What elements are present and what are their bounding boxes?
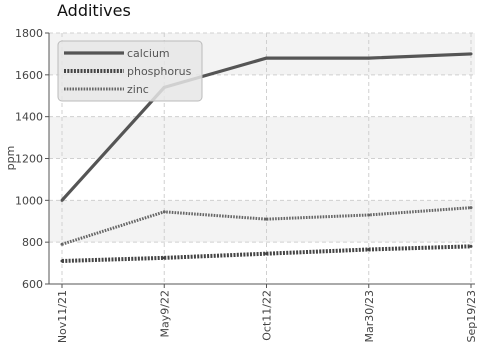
data-point-phosphorus [163, 256, 166, 259]
x-tick-label: Nov11/21 [56, 290, 69, 343]
data-point-calcium [470, 52, 473, 55]
y-tick-label: 1000 [15, 194, 43, 207]
data-point-zinc [163, 210, 166, 213]
data-point-phosphorus [470, 245, 473, 248]
data-point-calcium [265, 57, 268, 60]
data-point-phosphorus [367, 248, 370, 251]
data-point-calcium [61, 199, 64, 202]
x-tick-label: May9/22 [158, 290, 171, 337]
data-point-zinc [470, 206, 473, 209]
y-tick-label: 1200 [15, 153, 43, 166]
plot-band [49, 200, 475, 242]
y-tick-label: 1800 [15, 27, 43, 40]
data-point-calcium [367, 57, 370, 60]
y-tick-label: 600 [22, 278, 43, 291]
y-tick-label: 800 [22, 236, 43, 249]
plot-band [49, 117, 475, 159]
data-point-zinc [367, 213, 370, 216]
y-axis-label: ppm [4, 146, 17, 171]
legend-label-zinc: zinc [127, 83, 149, 96]
legend-label-calcium: calcium [127, 47, 170, 60]
x-tick-label: Oct11/22 [261, 290, 274, 341]
data-point-phosphorus [265, 252, 268, 255]
legend: calcium phosphorus zinc [58, 41, 202, 101]
y-tick-label: 1400 [15, 111, 43, 124]
y-tick-label: 1600 [15, 69, 43, 82]
data-point-zinc [265, 218, 268, 221]
data-point-zinc [61, 243, 64, 246]
data-point-phosphorus [61, 259, 64, 262]
plot-band [49, 159, 475, 201]
x-tick-label: Mar30/23 [363, 290, 376, 342]
plot-band [49, 242, 475, 284]
x-tick-label: Sep19/23 [465, 290, 478, 342]
legend-label-phosphorus: phosphorus [127, 65, 192, 78]
